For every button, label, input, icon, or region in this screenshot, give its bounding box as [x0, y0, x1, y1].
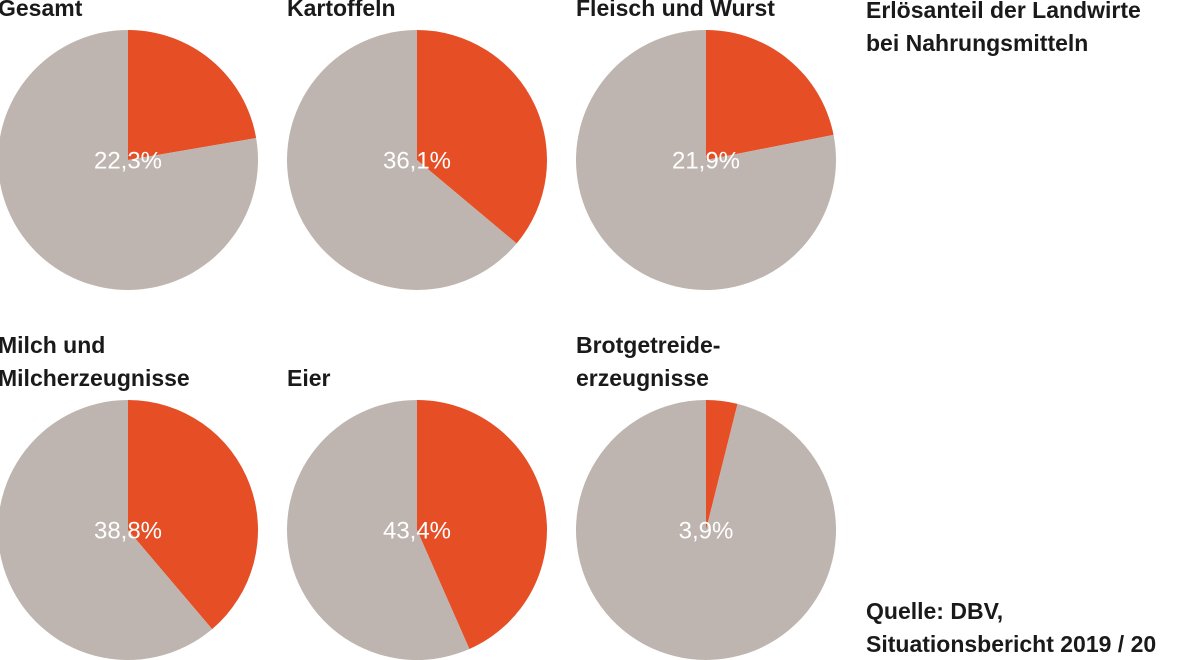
source: Quelle: DBV, — [866, 598, 1003, 624]
source: Situationsbericht 2019 / 20 — [866, 631, 1156, 657]
pie-slice — [417, 400, 547, 649]
pie-slice — [128, 400, 259, 630]
pie-title: Fleisch und Wurst — [576, 0, 775, 21]
pie-title: Milcherzeugnisse — [0, 365, 190, 391]
pie-slice — [0, 400, 213, 660]
pie-title: Eier — [287, 365, 331, 391]
pie-slice — [575, 30, 836, 290]
pie-slice — [287, 30, 517, 290]
pie-slice — [706, 400, 738, 530]
value-label: 22,3% — [94, 147, 162, 174]
pie-slice — [417, 30, 547, 244]
pie-slice — [706, 30, 834, 160]
pie-title: Kartoffeln — [287, 0, 396, 21]
pie-title: Gesamt — [0, 0, 83, 21]
value-label: 3,9% — [679, 517, 734, 544]
value-label: 38,8% — [94, 517, 162, 544]
pie-title: Milch und — [0, 332, 105, 358]
page-title: bei Nahrungsmitteln — [866, 30, 1088, 56]
value-label: 43,4% — [383, 517, 451, 544]
value-label: 36,1% — [383, 147, 451, 174]
value-label: 21,9% — [672, 147, 740, 174]
pie-slice — [576, 400, 836, 660]
pie-slice — [286, 400, 470, 660]
pie-slice — [0, 30, 258, 290]
pie-slice — [128, 30, 257, 160]
pie-title: Brotgetreide- — [576, 332, 720, 358]
page-title: Erlösanteil der Landwirte — [866, 0, 1141, 23]
pie-title: erzeugnisse — [576, 365, 709, 391]
